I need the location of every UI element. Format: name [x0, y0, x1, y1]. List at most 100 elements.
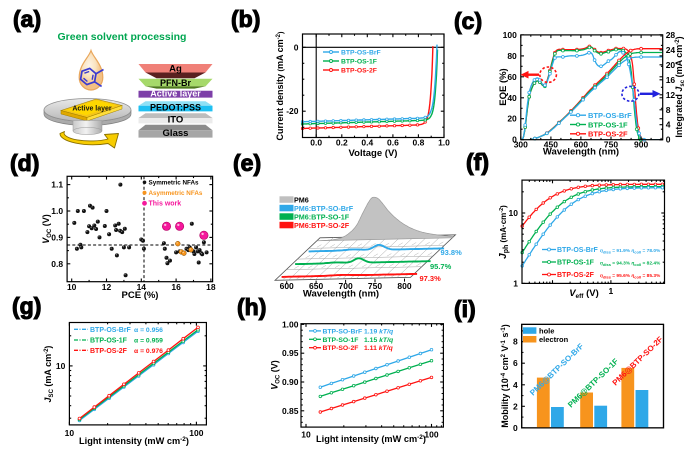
svg-text:α = 0.976: α = 0.976	[134, 348, 163, 355]
svg-text:BTP-OS-BrF: BTP-OS-BrF	[588, 111, 632, 120]
svg-text:0.2: 0.2	[336, 138, 348, 148]
svg-text:Light intensity (mW cm-2): Light intensity (mW cm-2)	[316, 434, 426, 444]
svg-text:VOC (V): VOC (V)	[270, 360, 282, 390]
svg-text:100: 100	[503, 30, 517, 40]
svg-text:600: 600	[574, 139, 588, 149]
svg-text:750: 750	[604, 139, 618, 149]
svg-text:300: 300	[514, 139, 528, 149]
svg-text:-20: -20	[286, 106, 299, 116]
svg-text:This work: This work	[149, 201, 182, 208]
svg-text:8: 8	[666, 105, 671, 115]
svg-text:Integrated Jsc (mA cm-2): Integrated Jsc (mA cm-2)	[674, 36, 686, 137]
svg-text:0.8: 0.8	[412, 138, 424, 148]
svg-text:α = 0.956: α = 0.956	[134, 327, 163, 334]
svg-text:18: 18	[206, 282, 216, 292]
svg-text:0.4: 0.4	[361, 138, 373, 148]
svg-text:100: 100	[189, 428, 203, 438]
svg-text:ITO: ITO	[168, 114, 184, 125]
svg-text:0.90: 0.90	[282, 377, 299, 387]
svg-text:1.0: 1.0	[51, 206, 63, 216]
svg-text:6: 6	[513, 358, 518, 368]
svg-text:ηdiss = 94.3% ηcoll = 82.4%: ηdiss = 94.3% ηcoll = 82.4%	[600, 261, 661, 268]
svg-text:BTP-OS-1F: BTP-OS-1F	[588, 120, 628, 129]
svg-text:10: 10	[509, 208, 519, 218]
svg-text:PFN-Br: PFN-Br	[160, 78, 191, 88]
svg-text:1.19 kT/q: 1.19 kT/q	[364, 328, 394, 335]
svg-text:Wavelength (nm): Wavelength (nm)	[303, 289, 379, 300]
svg-text:16: 16	[666, 75, 676, 85]
svg-text:PM6: PM6	[294, 195, 309, 204]
svg-text:0.95: 0.95	[282, 348, 299, 358]
svg-text:BTP-OS-2F: BTP-OS-2F	[341, 68, 377, 75]
svg-text:650: 650	[309, 281, 323, 291]
svg-text:1.11 kT/q: 1.11 kT/q	[364, 345, 394, 352]
svg-text:(h): (h)	[237, 294, 266, 320]
svg-text:PM6:BTP-SO-BrF: PM6:BTP-SO-BrF	[294, 204, 354, 213]
svg-text:(e): (e)	[233, 150, 261, 176]
svg-text:700: 700	[339, 281, 353, 291]
svg-text:(c): (c)	[454, 8, 482, 34]
svg-text:0.85: 0.85	[282, 406, 299, 416]
svg-text:0.8: 0.8	[51, 259, 63, 269]
svg-text:10: 10	[65, 428, 75, 438]
svg-text:(g): (g)	[12, 293, 41, 319]
svg-text:10: 10	[67, 282, 77, 292]
svg-text:BTP-OS-2F: BTP-OS-2F	[90, 348, 128, 355]
svg-text:1.1: 1.1	[51, 180, 63, 190]
svg-text:Green solvent processing: Green solvent processing	[58, 31, 187, 43]
svg-text:BTP-OS-BrF: BTP-OS-BrF	[557, 247, 599, 254]
svg-text:Asymmetric NFAs: Asymmetric NFAs	[149, 190, 203, 197]
svg-text:BTP-OS-BrF: BTP-OS-BrF	[341, 50, 381, 57]
svg-text:1: 1	[513, 278, 518, 288]
svg-text:(a): (a)	[13, 6, 41, 32]
svg-text:97.3%: 97.3%	[420, 274, 442, 283]
svg-text:PM6@BTP-SO-BrF: PM6@BTP-SO-BrF	[528, 342, 585, 398]
svg-text:16: 16	[171, 282, 181, 292]
svg-text:60: 60	[507, 72, 517, 82]
svg-text:Jph (mA·cm-2): Jph (mA·cm-2)	[498, 205, 510, 259]
svg-text:14: 14	[137, 282, 147, 292]
svg-text:BTP-SO-1F: BTP-SO-1F	[323, 337, 359, 344]
svg-text:0: 0	[294, 42, 299, 52]
svg-text:4: 4	[513, 380, 518, 390]
svg-text:(i): (i)	[454, 296, 476, 322]
svg-text:BTP-SO-2F: BTP-SO-2F	[323, 345, 359, 352]
svg-text:Active layer: Active layer	[150, 88, 201, 98]
svg-text:JSC (mA cm-2): JSC (mA cm-2)	[43, 346, 55, 403]
svg-text:100: 100	[424, 430, 438, 440]
svg-text:4: 4	[666, 120, 671, 130]
svg-text:BTP-OS-2F: BTP-OS-2F	[557, 272, 595, 279]
svg-text:(b): (b)	[231, 6, 260, 32]
svg-text:2: 2	[513, 401, 518, 411]
svg-text:0.9: 0.9	[51, 232, 63, 242]
svg-text:12: 12	[666, 90, 676, 100]
svg-text:PEDOT:PSS: PEDOT:PSS	[150, 102, 201, 112]
svg-text:Symmetric NFAs: Symmetric NFAs	[149, 180, 200, 187]
svg-text:28: 28	[666, 30, 676, 40]
svg-text:BTP-SO-BrF: BTP-SO-BrF	[323, 328, 363, 335]
svg-text:BTP-OS-1F: BTP-OS-1F	[341, 59, 377, 66]
svg-text:80: 80	[507, 51, 517, 61]
svg-text:electron: electron	[539, 335, 569, 344]
svg-text:0: 0	[512, 135, 517, 145]
svg-text:PM6:BTP-SO-1F: PM6:BTP-SO-1F	[294, 212, 350, 221]
svg-text:0: 0	[513, 423, 518, 433]
svg-text:BTP-OS-BrF: BTP-OS-BrF	[90, 327, 132, 334]
svg-text:Mobility (10-4 cm2 V-1 s-1): Mobility (10-4 cm2 V-1 s-1)	[500, 324, 510, 427]
svg-text:ηdiss = 95.6% ηcoll = 85.3%: ηdiss = 95.6% ηcoll = 85.3%	[600, 273, 661, 280]
svg-text:Wavelength (nm): Wavelength (nm)	[543, 147, 619, 158]
svg-text:Current density (mA cm-2): Current density (mA cm-2)	[275, 31, 285, 141]
svg-text:1.0: 1.0	[438, 138, 450, 148]
svg-text:20: 20	[507, 114, 517, 124]
svg-text:1.15 kT/q: 1.15 kT/q	[364, 337, 394, 344]
svg-text:hole: hole	[539, 326, 554, 335]
svg-text:10: 10	[301, 430, 311, 440]
svg-text:Veff (V): Veff (V)	[569, 288, 599, 300]
svg-text:95.7%: 95.7%	[430, 262, 452, 271]
svg-text:24: 24	[666, 45, 676, 55]
svg-text:1.00: 1.00	[282, 319, 299, 329]
svg-text:Active layer: Active layer	[72, 106, 112, 113]
svg-text:α = 0.959: α = 0.959	[134, 338, 163, 345]
svg-text:VOC (V): VOC (V)	[41, 214, 53, 244]
svg-text:Glass: Glass	[163, 128, 189, 139]
